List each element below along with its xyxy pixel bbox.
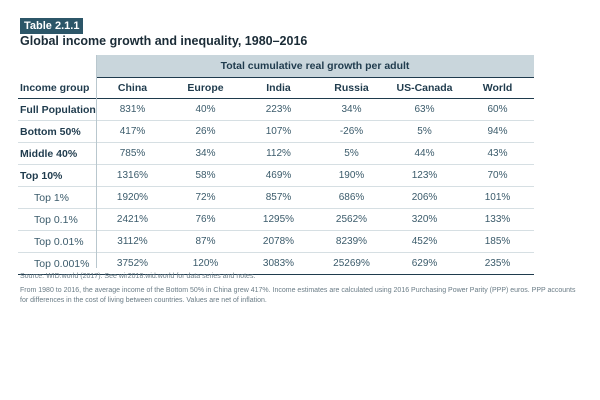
table-cell: 101% <box>484 192 511 203</box>
table-cell: 76% <box>195 214 216 225</box>
table-row: Middle 40% 785% 34% 112% 5% 44% 43% <box>18 143 534 165</box>
table-cell: -26% <box>339 126 364 137</box>
table-cell: 26% <box>195 126 216 137</box>
table-cell: 417% <box>119 126 146 137</box>
col-header-china: China <box>117 81 148 94</box>
row-label: Top 0.01% <box>34 235 84 248</box>
table-cell: 34% <box>195 148 216 159</box>
table-cell: 40% <box>195 104 216 115</box>
table-cell: 34% <box>341 104 362 115</box>
col-header-world: World <box>482 81 513 94</box>
table-row: Full Population 831% 40% 223% 34% 63% 60% <box>18 99 534 121</box>
table-cell: 235% <box>484 258 511 269</box>
corner-label: Income group <box>20 81 90 94</box>
row-label: Top 1% <box>34 191 70 204</box>
row-label: Top 0.001% <box>34 257 90 270</box>
row-label: Top 10% <box>20 169 63 182</box>
col-header-us-canada: US-Canada <box>396 81 453 94</box>
table-cell: 1920% <box>116 192 149 203</box>
table-row: Bottom 50% 417% 26% 107% -26% 5% 94% <box>18 121 534 143</box>
table-cell: 44% <box>414 148 435 159</box>
super-header-blank <box>18 55 96 77</box>
table-cell: 5% <box>417 126 432 137</box>
col-header-india: India <box>266 81 291 94</box>
table-cell: 2421% <box>116 214 149 225</box>
table-row: Top 10% 1316% 58% 469% 190% 123% 70% <box>18 165 534 187</box>
table-cell: 8239% <box>335 236 368 247</box>
table-title: Global income growth and inequality, 198… <box>20 34 308 48</box>
table-row: Top 0.001% 3752% 120% 3083% 25269% 629% 235% <box>18 253 534 275</box>
table-cell: 223% <box>265 104 292 115</box>
super-header-row: Total cumulative real growth per adult <box>18 54 534 78</box>
row-label: Full Population <box>20 103 96 116</box>
table-cell: 25269% <box>333 258 370 269</box>
table-cell: 3752% <box>116 258 149 269</box>
row-label: Top 0.1% <box>34 213 78 226</box>
table-cell: 3083% <box>262 258 295 269</box>
table-cell: 185% <box>484 236 511 247</box>
row-label: Bottom 50% <box>20 125 81 138</box>
table-cell: 686% <box>338 192 365 203</box>
table-cell: 123% <box>411 170 438 181</box>
table-row: Top 0.1% 2421% 76% 1295% 2562% 320% 133% <box>18 209 534 231</box>
table-row: Top 1% 1920% 72% 857% 686% 206% 101% <box>18 187 534 209</box>
table-cell: 1316% <box>116 170 149 181</box>
table-cell: 43% <box>487 148 508 159</box>
table-cell: 94% <box>487 126 508 137</box>
source-note: Source: WID.world (2017). See wir2018.wi… <box>20 273 256 280</box>
table-cell: 452% <box>411 236 438 247</box>
table-cell: 3112% <box>117 236 148 247</box>
table-cell: 60% <box>487 104 508 115</box>
table-cell: 206% <box>411 192 438 203</box>
table-body: Full Population 831% 40% 223% 34% 63% 60% Botto… <box>18 99 534 275</box>
table-cell: 5% <box>344 148 359 159</box>
table-cell: 1295% <box>262 214 295 225</box>
table-cell: 857% <box>265 192 292 203</box>
table-cell: 63% <box>414 104 435 115</box>
table-cell: 785% <box>119 148 146 159</box>
detail-note: From 1980 to 2016, the average income of… <box>20 287 576 304</box>
super-header: Total cumulative real growth per adult <box>96 54 534 78</box>
col-header-europe: Europe <box>187 81 224 94</box>
table-cell: 58% <box>195 170 216 181</box>
table-cell: 72% <box>195 192 216 203</box>
table-cell: 112% <box>266 148 291 159</box>
table-cell: 133% <box>484 214 511 225</box>
table-cell: 831% <box>119 104 146 115</box>
label-column-divider <box>96 55 97 268</box>
table-cell: 2078% <box>262 236 295 247</box>
table-cell: 107% <box>265 126 292 137</box>
column-header-row: Income group China Europe India Russia U… <box>18 77 534 99</box>
table-cell: 469% <box>265 170 292 181</box>
col-header-russia: Russia <box>334 81 369 94</box>
row-label: Middle 40% <box>20 147 78 160</box>
table-cell: 190% <box>338 170 365 181</box>
table-badge: Table 2.1.1 <box>20 18 84 34</box>
table-cell: 320% <box>411 214 438 225</box>
table-cell: 120% <box>192 258 219 269</box>
table-cell: 87% <box>195 236 216 247</box>
table-row: Top 0.01% 3112% 87% 2078% 8239% 452% 185% <box>18 231 534 253</box>
table-cell: 629% <box>411 258 438 269</box>
income-growth-table: Total cumulative real growth per adult I… <box>18 54 534 275</box>
table-cell: 2562% <box>335 214 368 225</box>
table-cell: 70% <box>487 170 508 181</box>
